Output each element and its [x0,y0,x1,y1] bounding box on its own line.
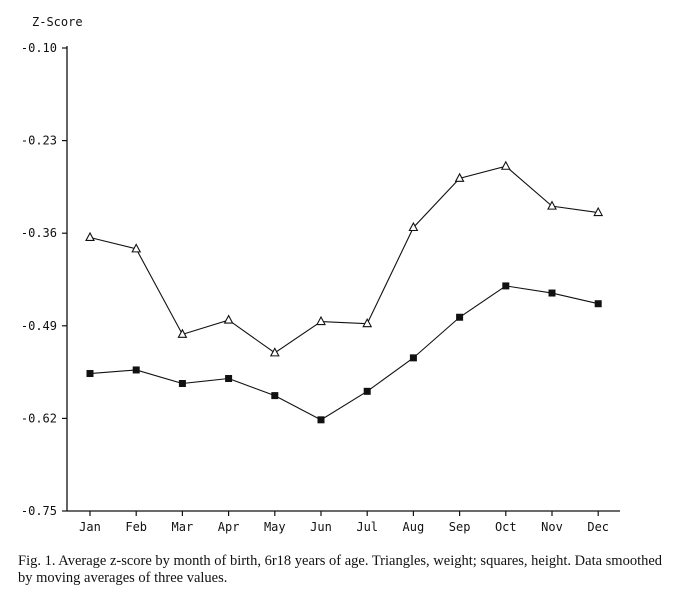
data-point-height [132,366,140,374]
data-point-height [409,354,417,362]
data-point-weight [131,243,142,253]
data-point-weight [593,206,604,217]
y-tick-label: -0.49 [21,319,57,333]
data-point-weight [362,317,373,328]
data-point-height [594,300,602,308]
series-line-weight [89,165,599,354]
data-point-weight [223,314,234,324]
x-tick-label: Jan [79,520,101,534]
data-point-height [178,379,186,387]
series-line-height [89,285,599,421]
data-point-height [86,370,94,378]
line-chart: Z-Score -0.10 -0.23 -0.36 -0.49 -0.62 -0.75 Jan… [21,15,620,534]
y-tick-label: -0.10 [21,41,57,55]
data-point-height [502,282,510,290]
data-point-height [225,375,233,383]
data-point-height [548,289,556,297]
x-tick-label: Jun [310,520,332,534]
data-point-height [456,313,464,321]
y-tick-label: -0.62 [21,411,57,425]
x-tick-label: Aug [403,520,425,534]
x-tick-label: May [264,520,286,534]
data-point-weight [316,315,326,326]
x-tick-label: Feb [125,520,147,534]
x-tick-label: Mar [172,520,194,534]
y-tick-label: -0.75 [21,504,57,518]
data-point-weight [454,172,465,182]
data-point-weight [547,200,557,210]
data-point-height [271,392,279,400]
data-point-height [317,416,325,424]
y-tick-label: -0.36 [21,226,57,240]
x-tick-label: Apr [218,520,240,534]
data-point-weight [269,347,280,357]
x-tick-label: Jul [356,520,378,534]
x-tick-label: Oct [495,520,517,534]
data-point-weight [177,328,188,338]
y-axis-label: Z-Score [32,15,83,29]
x-tick-label: Nov [541,520,563,534]
figure-caption: Fig. 1. Average z-score by month of birt… [18,553,663,586]
data-point-weight [408,221,419,232]
x-tick-label: Dec [587,520,609,534]
data-point-weight [500,160,511,170]
data-point-height [363,387,371,395]
data-point-weight [85,231,95,242]
x-tick-label: Sep [449,520,471,534]
y-tick-label: -0.23 [21,134,57,148]
